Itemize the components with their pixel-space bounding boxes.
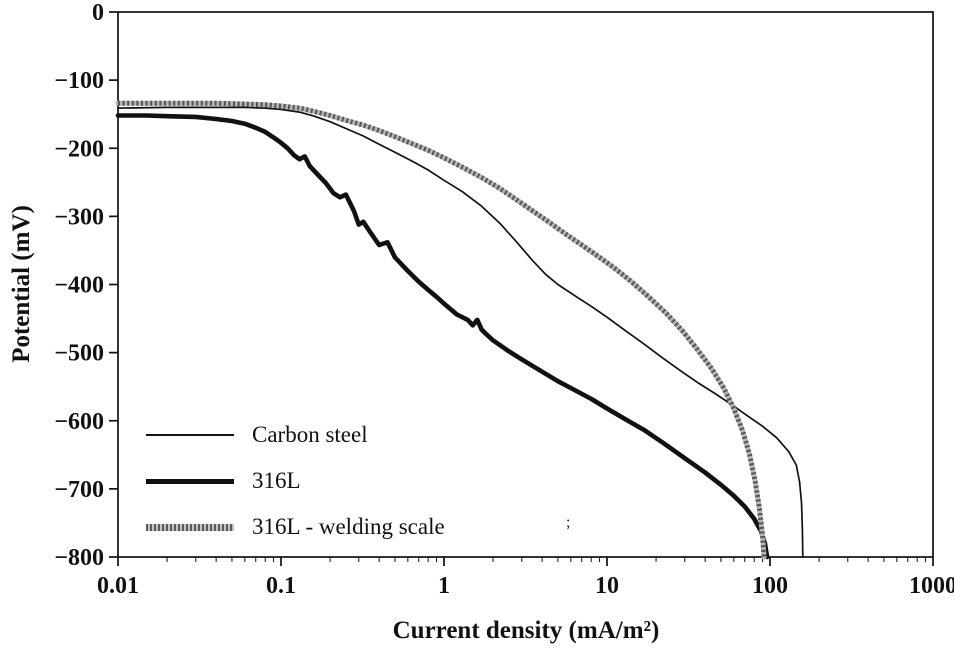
legend-item-316l: 316L bbox=[146, 458, 445, 504]
svg-text:10: 10 bbox=[595, 573, 619, 599]
svg-text:1: 1 bbox=[438, 573, 450, 599]
svg-text:−300: −300 bbox=[54, 204, 104, 230]
legend: Carbon steel 316L 316L - welding scale bbox=[146, 412, 445, 550]
svg-text:−600: −600 bbox=[54, 409, 104, 435]
svg-text:0.1: 0.1 bbox=[266, 573, 296, 599]
legend-line-316l-welding-scale-icon bbox=[146, 523, 234, 531]
svg-text:0: 0 bbox=[92, 0, 104, 26]
legend-item-316l-welding-scale: 316L - welding scale bbox=[146, 504, 445, 550]
legend-item-carbon-steel: Carbon steel bbox=[146, 412, 445, 458]
y-axis-title: Potential (mV) bbox=[8, 205, 35, 363]
svg-text:−800: −800 bbox=[54, 545, 104, 571]
svg-text:−200: −200 bbox=[54, 136, 104, 162]
svg-text:0.01: 0.01 bbox=[97, 573, 139, 599]
legend-line-316l-icon bbox=[146, 478, 234, 484]
legend-label-316l-welding-scale: 316L - welding scale bbox=[252, 514, 445, 539]
x-axis-title: Current density (mA/m²) bbox=[392, 617, 660, 644]
svg-text:−400: −400 bbox=[54, 273, 104, 299]
svg-text:1000: 1000 bbox=[909, 573, 954, 599]
stray-mark: ; bbox=[566, 514, 571, 531]
svg-text:−100: −100 bbox=[54, 68, 104, 94]
svg-text:100: 100 bbox=[752, 573, 788, 599]
legend-label-carbon-steel: Carbon steel bbox=[252, 422, 368, 447]
svg-text:−500: −500 bbox=[54, 341, 104, 367]
legend-line-carbon-steel-icon bbox=[146, 434, 234, 436]
svg-text:−700: −700 bbox=[54, 477, 104, 503]
legend-label-316l: 316L bbox=[252, 468, 301, 493]
